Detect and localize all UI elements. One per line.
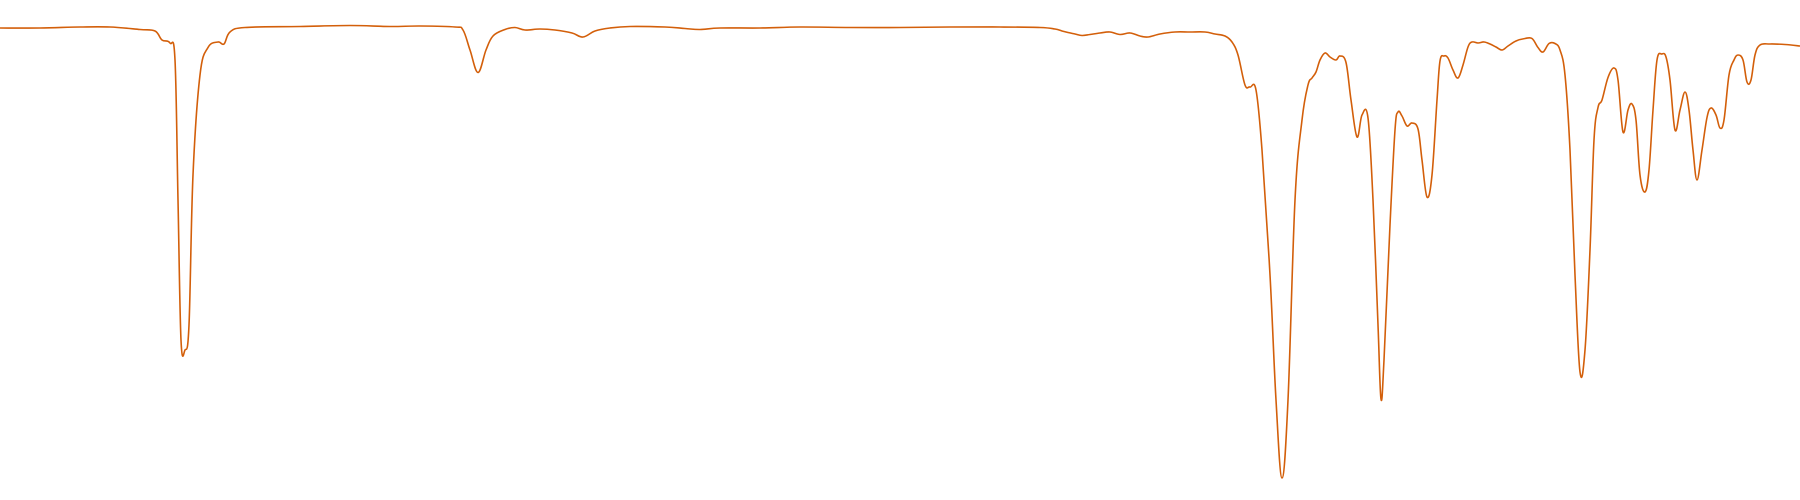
- series-line: [0, 24, 1800, 479]
